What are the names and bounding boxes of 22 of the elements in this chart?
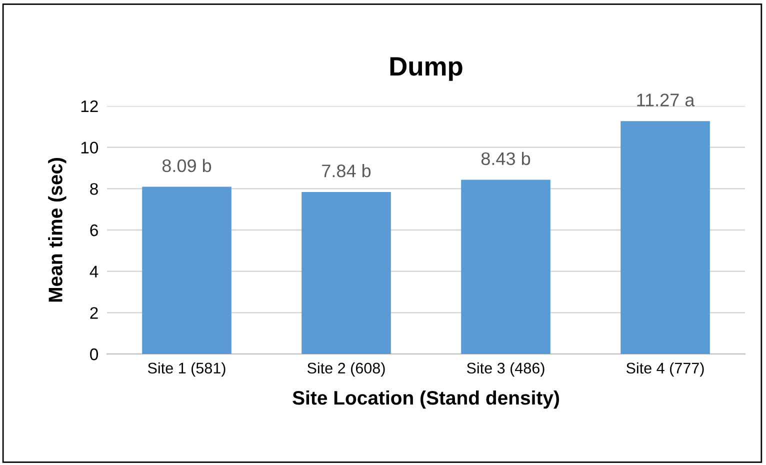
bar bbox=[302, 192, 391, 354]
data-label: 8.43 b bbox=[481, 152, 530, 166]
y-tick-label: 8 bbox=[90, 183, 98, 195]
data-label: 11.27 a bbox=[637, 94, 695, 106]
bar bbox=[620, 121, 710, 354]
x-axis-title: Site Location (Stand density) bbox=[292, 390, 560, 409]
data-label: 8.09 b bbox=[162, 158, 212, 172]
bar bbox=[461, 180, 550, 354]
x-tick-label: Site 4 (777) bbox=[626, 362, 704, 377]
chart-title: Dump bbox=[390, 57, 462, 81]
y-tick-label: 6 bbox=[90, 224, 98, 236]
y-axis-title: Mean time (sec) bbox=[48, 158, 66, 302]
bar bbox=[142, 186, 232, 354]
y-tick-label: 4 bbox=[90, 266, 98, 278]
data-label: 7.84 b bbox=[322, 164, 371, 178]
x-tick-label: Site 2 (608) bbox=[307, 362, 385, 377]
y-tick-label: 2 bbox=[90, 307, 98, 319]
x-tick-label: Site 1 (581) bbox=[148, 362, 226, 377]
y-tick-label: 12 bbox=[81, 100, 98, 112]
y-tick-label: 10 bbox=[81, 142, 98, 154]
y-tick-label: 0 bbox=[90, 348, 98, 360]
x-tick-label: Site 3 (486) bbox=[466, 362, 544, 377]
